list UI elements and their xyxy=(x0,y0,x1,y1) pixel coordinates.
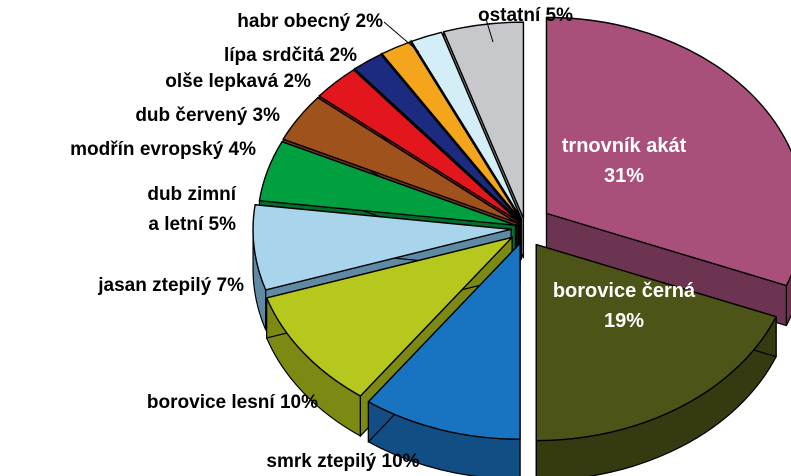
pie-slice-8 xyxy=(318,69,519,222)
slice-label-line: dub zimní xyxy=(147,184,236,205)
slice-label-line: ostatní 5% xyxy=(478,5,573,26)
slice-label-2: borovice černá 19% xyxy=(553,280,696,332)
slice-label-8: dub červený 3% xyxy=(135,105,280,126)
slice-label-line: 19% xyxy=(604,310,644,332)
slice-label-4: borovice lesní 10% xyxy=(147,392,318,413)
pie-slice-12 xyxy=(443,21,525,219)
slice-label-line: a letní 5% xyxy=(148,214,236,235)
slice-label-line: olše lepkavá 2% xyxy=(165,71,311,92)
slice-label-line: modřín evropský 4% xyxy=(70,139,256,160)
slice-label-1: trnovník akát 31% xyxy=(562,135,687,187)
slice-label-line: habr obecný 2% xyxy=(237,11,383,32)
leader-line-11 xyxy=(383,21,420,53)
slice-label-10: lípa srdčitá 2% xyxy=(224,45,357,66)
pie-slice-5 xyxy=(252,204,512,291)
pie-slice-4 xyxy=(265,236,513,397)
slice-label-line: lípa srdčitá 2% xyxy=(224,45,357,66)
pie-slices xyxy=(252,16,791,442)
pie-slice-9 xyxy=(353,53,520,221)
slice-label-line: borovice lesní 10% xyxy=(147,392,318,413)
leader-line-12 xyxy=(485,18,494,43)
slice-label-3: smrk ztepilý 10% xyxy=(266,451,419,472)
pie-slice-11 xyxy=(410,31,523,220)
pie-slice-1 xyxy=(545,16,791,287)
slice-label-line: borovice černá xyxy=(553,280,696,302)
pie-slice-7 xyxy=(282,97,518,224)
slice-label-line: 31% xyxy=(604,165,644,187)
pie-slice-2 xyxy=(535,243,777,442)
slice-label-line: jasan ztepilý 7% xyxy=(97,275,244,296)
slice-label-line: dub červený 3% xyxy=(135,105,280,126)
slice-label-5: jasan ztepilý 7% xyxy=(97,275,244,296)
slice-label-12: ostatní 5% xyxy=(478,5,573,26)
slice-labels: trnovník akát 31% borovice černá 19% smrk zt… xyxy=(70,5,696,472)
slice-label-line: trnovník akát xyxy=(562,135,687,157)
pie-slice-3 xyxy=(367,242,521,440)
slice-label-6: dub zimní a letní 5% xyxy=(147,184,236,235)
slice-label-7: modřín evropský 4% xyxy=(70,139,256,160)
pie-slice-10 xyxy=(381,41,521,220)
label-leaders xyxy=(383,18,494,53)
pie-slice-6 xyxy=(258,141,517,226)
slice-label-line: smrk ztepilý 10% xyxy=(266,451,419,472)
slice-label-11: habr obecný 2% xyxy=(237,11,383,32)
slice-label-9: olše lepkavá 2% xyxy=(165,71,311,92)
